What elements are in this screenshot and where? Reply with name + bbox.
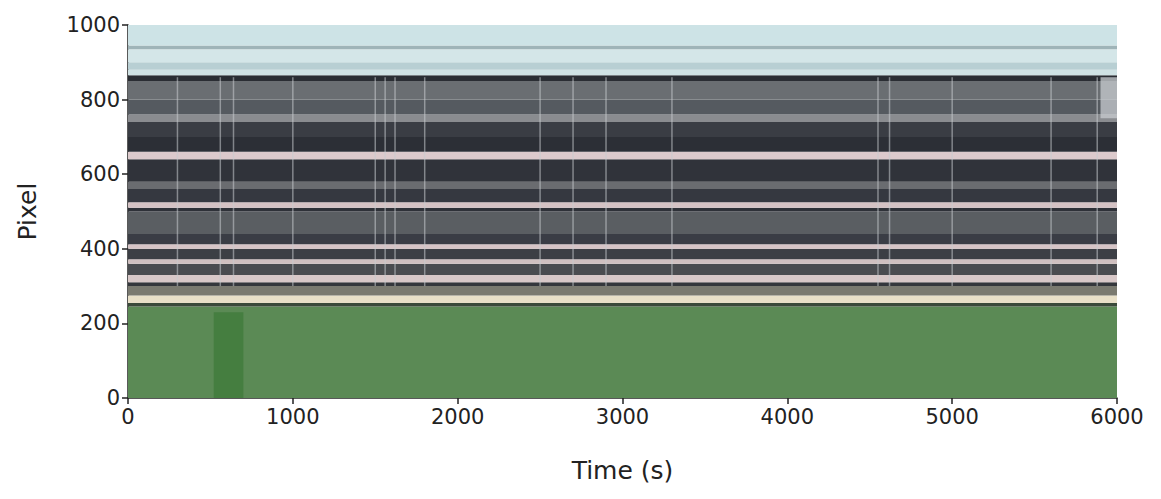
svg-text:2000: 2000 [431, 405, 484, 429]
svg-text:1000: 1000 [67, 13, 120, 37]
svg-text:800: 800 [80, 88, 120, 112]
svg-text:0: 0 [121, 405, 134, 429]
svg-text:5000: 5000 [925, 405, 978, 429]
svg-text:600: 600 [80, 162, 120, 186]
svg-text:Time (s): Time (s) [571, 456, 674, 485]
svg-text:1000: 1000 [266, 405, 319, 429]
svg-text:200: 200 [80, 311, 120, 335]
svg-text:Pixel: Pixel [13, 183, 42, 241]
svg-text:4000: 4000 [761, 405, 814, 429]
svg-text:6000: 6000 [1090, 405, 1143, 429]
svg-text:400: 400 [80, 237, 120, 261]
svg-text:0: 0 [107, 386, 120, 410]
svg-text:3000: 3000 [596, 405, 649, 429]
